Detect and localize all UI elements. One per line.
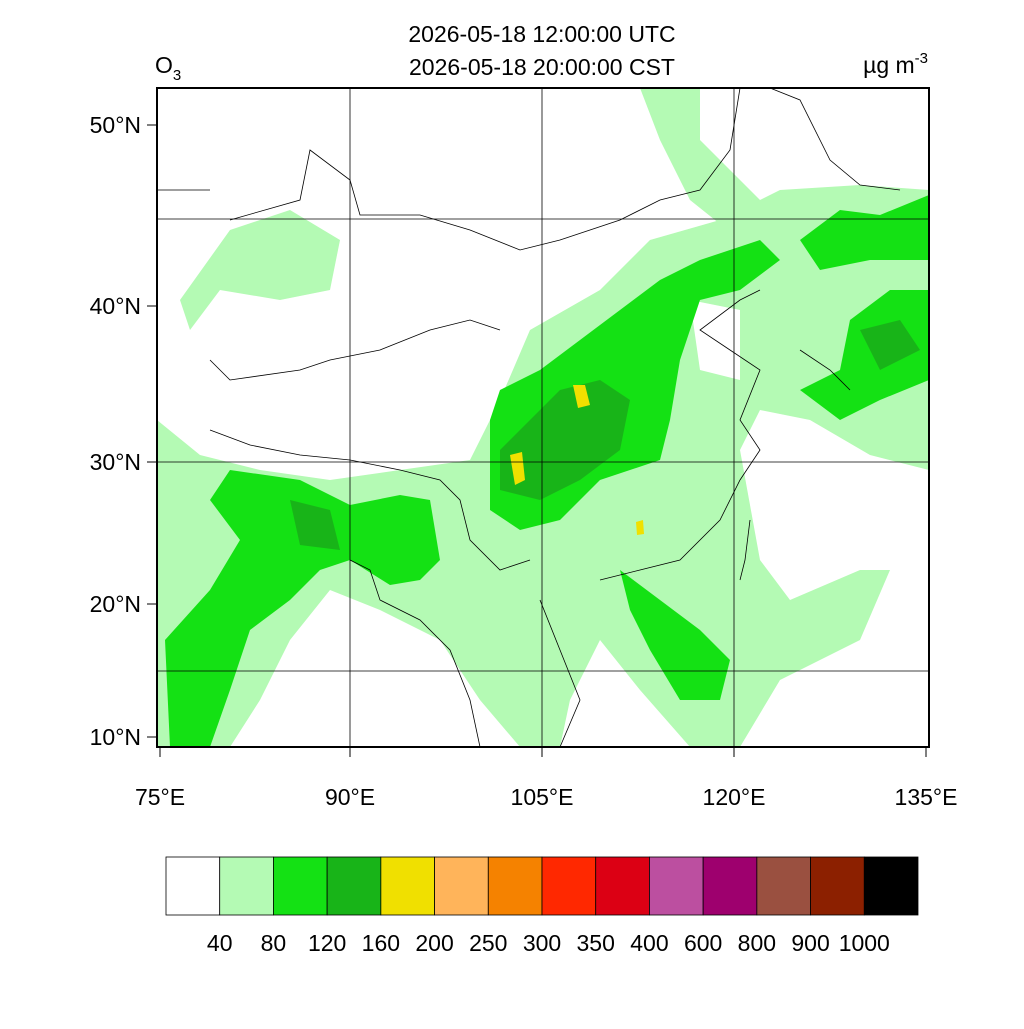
o3-contour-dark <box>290 500 340 550</box>
colorbar-label: 120 <box>308 930 346 956</box>
lon-label: 75°E <box>135 784 185 810</box>
colorbar-label: 300 <box>523 930 561 956</box>
lat-label: 20°N <box>90 591 141 617</box>
boundaries <box>157 88 901 747</box>
colorbar-box <box>702 856 758 916</box>
lon-label: 90°E <box>325 784 375 810</box>
colorbar-label: 400 <box>630 930 668 956</box>
lat-label: 50°N <box>90 112 141 138</box>
map-frame <box>156 87 930 748</box>
colorbar-label: 800 <box>738 930 776 956</box>
o3-contour-mid <box>165 470 440 747</box>
colorbar-label: 600 <box>684 930 722 956</box>
o3-contour-mid <box>800 195 929 270</box>
colorbar-label: 350 <box>577 930 615 956</box>
colorbar-label: 900 <box>791 930 829 956</box>
colorbar-box <box>810 856 865 916</box>
title-line: 2026-05-18 12:00:00 UTC <box>408 21 675 47</box>
lat-label: 40°N <box>90 293 141 319</box>
o3-contour-light <box>640 88 760 240</box>
colorbar-label: 200 <box>415 930 453 956</box>
units-base: µg m <box>863 52 915 78</box>
colorbar-box <box>380 856 435 916</box>
lon-label: 135°E <box>895 784 958 810</box>
units-superscript: -3 <box>915 50 928 67</box>
colorbar-label: 40 <box>207 930 233 956</box>
variable-label: O3 <box>155 52 181 84</box>
graticule <box>157 88 929 747</box>
lat-label: 30°N <box>90 449 141 475</box>
colorbar-box <box>649 856 704 916</box>
colorbar-box <box>219 856 274 916</box>
colorbar-box <box>165 856 221 916</box>
lon-label: 120°E <box>703 784 766 810</box>
colorbar-box <box>595 856 650 916</box>
colorbar-box <box>863 856 919 916</box>
variable-base: O <box>155 52 173 78</box>
colorbar-box <box>541 856 597 916</box>
o3-contour-light <box>180 210 340 330</box>
colorbar-label: 1000 <box>839 930 890 956</box>
o3-contour-dark <box>860 320 920 370</box>
boundary <box>157 88 901 747</box>
o3-contour-dark <box>500 380 630 500</box>
colorbar-label: 80 <box>261 930 287 956</box>
o3-contour-high <box>636 520 644 535</box>
o3-contour-high <box>573 385 590 408</box>
units-label: µg m-3 <box>863 50 928 78</box>
field <box>157 88 929 747</box>
colorbar-label: 250 <box>469 930 507 956</box>
colorbar-box <box>434 856 489 916</box>
colorbar-box <box>326 856 382 916</box>
title-line: 2026-05-18 20:00:00 CST <box>409 54 675 80</box>
lat-label: 10°N <box>90 724 141 750</box>
axis-labels: 50°N 40°N 30°N 20°N 10°N 75°E 90°E 105°E 120°E 13… <box>90 112 958 810</box>
o3-contour-high <box>510 452 525 485</box>
variable-subscript: 3 <box>173 67 181 84</box>
colorbar-box <box>487 856 543 916</box>
lon-label: 105°E <box>511 784 574 810</box>
colorbar-box <box>756 856 811 916</box>
o3-contour-mid <box>620 570 730 700</box>
colorbar: 40 80 120 160 200 250 300 350 400 600 800 900 1000 <box>165 856 919 956</box>
colorbar-label: 160 <box>362 930 400 956</box>
colorbar-box <box>273 856 328 916</box>
